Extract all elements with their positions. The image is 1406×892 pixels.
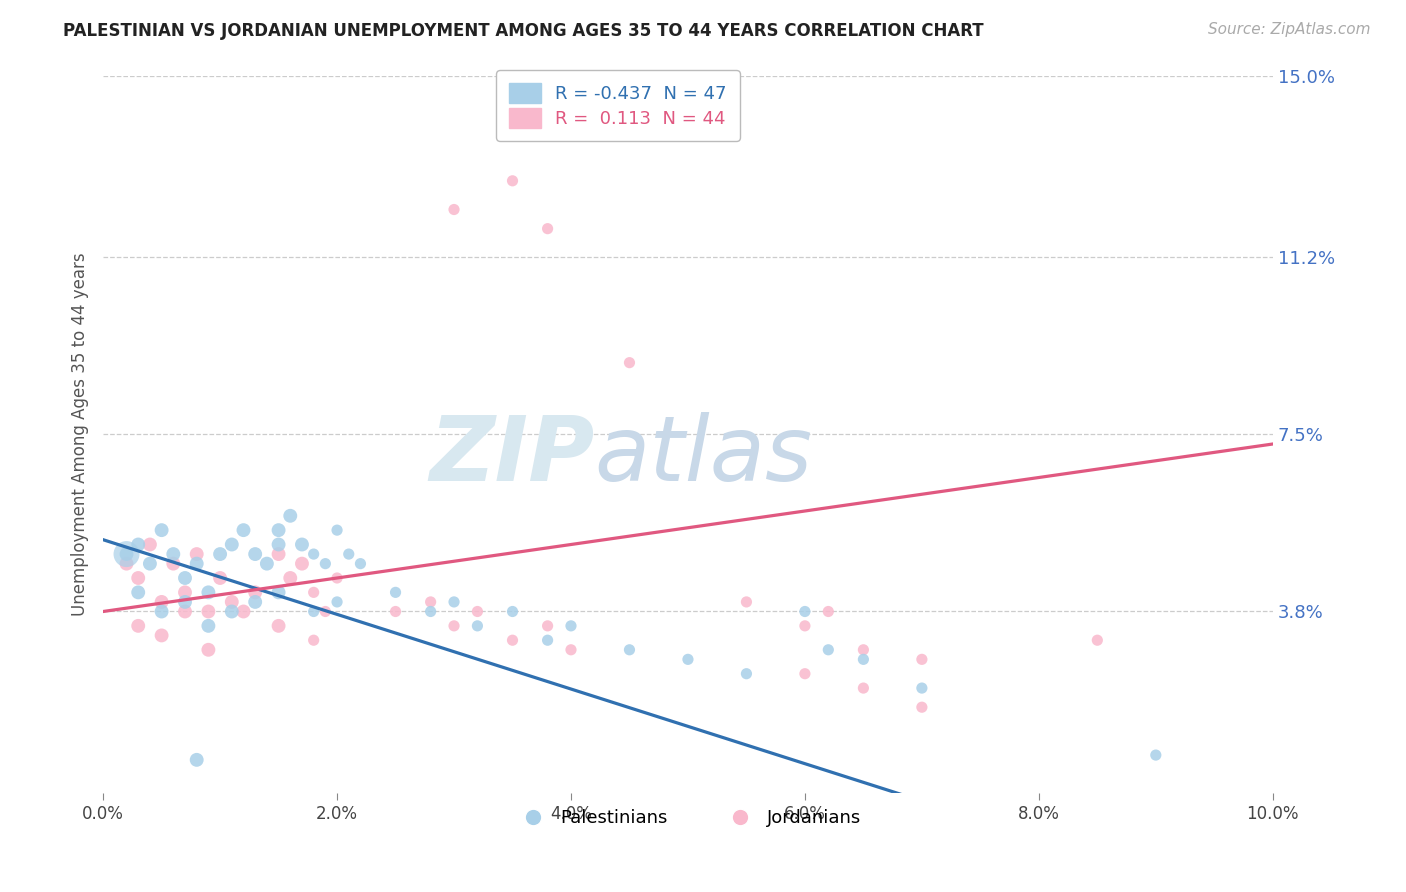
Point xyxy=(162,547,184,561)
Point xyxy=(127,571,149,585)
Point xyxy=(150,605,173,619)
Point xyxy=(243,547,266,561)
Point xyxy=(197,619,219,633)
Point xyxy=(209,571,232,585)
Point xyxy=(384,585,406,599)
Point xyxy=(419,595,441,609)
Point xyxy=(793,666,815,681)
Point xyxy=(337,547,360,561)
Point xyxy=(186,547,208,561)
Point xyxy=(267,537,290,551)
Point xyxy=(162,557,184,571)
Legend: Palestinians, Jordanians: Palestinians, Jordanians xyxy=(508,802,869,835)
Point xyxy=(232,523,254,537)
Point xyxy=(536,619,558,633)
Point xyxy=(243,595,266,609)
Point xyxy=(536,633,558,648)
Point xyxy=(278,571,301,585)
Point xyxy=(115,547,138,561)
Point xyxy=(150,628,173,642)
Point xyxy=(150,595,173,609)
Point xyxy=(197,605,219,619)
Point xyxy=(560,642,582,657)
Point xyxy=(502,174,524,188)
Point xyxy=(817,605,839,619)
Text: Source: ZipAtlas.com: Source: ZipAtlas.com xyxy=(1208,22,1371,37)
Point xyxy=(326,571,349,585)
Point xyxy=(278,508,301,523)
Point xyxy=(221,595,243,609)
Point xyxy=(302,547,325,561)
Point xyxy=(326,523,349,537)
Point xyxy=(267,619,290,633)
Point xyxy=(174,571,197,585)
Point xyxy=(852,652,875,666)
Text: ZIP: ZIP xyxy=(429,412,595,500)
Point xyxy=(186,557,208,571)
Point xyxy=(1144,747,1167,762)
Point xyxy=(502,605,524,619)
Point xyxy=(735,666,758,681)
Point xyxy=(221,605,243,619)
Point xyxy=(302,633,325,648)
Point xyxy=(267,585,290,599)
Point xyxy=(221,537,243,551)
Point xyxy=(443,619,465,633)
Point xyxy=(115,557,138,571)
Point xyxy=(793,605,815,619)
Point xyxy=(115,547,138,561)
Point xyxy=(197,585,219,599)
Point xyxy=(197,642,219,657)
Point xyxy=(256,557,278,571)
Point xyxy=(209,547,232,561)
Y-axis label: Unemployment Among Ages 35 to 44 years: Unemployment Among Ages 35 to 44 years xyxy=(72,252,89,616)
Point xyxy=(139,537,162,551)
Point xyxy=(384,605,406,619)
Point xyxy=(314,557,336,571)
Point xyxy=(911,652,934,666)
Point xyxy=(243,585,266,599)
Point xyxy=(676,652,699,666)
Point xyxy=(302,605,325,619)
Point xyxy=(911,700,934,714)
Point xyxy=(267,547,290,561)
Point xyxy=(139,557,162,571)
Text: atlas: atlas xyxy=(595,412,813,500)
Point xyxy=(150,523,173,537)
Point xyxy=(127,619,149,633)
Point xyxy=(291,537,314,551)
Point xyxy=(419,605,441,619)
Point xyxy=(852,681,875,695)
Point xyxy=(560,619,582,633)
Point xyxy=(174,585,197,599)
Point xyxy=(536,221,558,235)
Point xyxy=(174,605,197,619)
Point xyxy=(619,642,641,657)
Point xyxy=(852,642,875,657)
Point xyxy=(127,537,149,551)
Point xyxy=(186,753,208,767)
Point xyxy=(793,619,815,633)
Point xyxy=(326,595,349,609)
Point xyxy=(443,595,465,609)
Point xyxy=(291,557,314,571)
Point xyxy=(267,523,290,537)
Point xyxy=(314,605,336,619)
Point xyxy=(174,595,197,609)
Point xyxy=(502,633,524,648)
Point xyxy=(127,585,149,599)
Point xyxy=(911,681,934,695)
Point xyxy=(1085,633,1108,648)
Point xyxy=(443,202,465,217)
Point xyxy=(349,557,371,571)
Point xyxy=(232,605,254,619)
Point xyxy=(817,642,839,657)
Text: PALESTINIAN VS JORDANIAN UNEMPLOYMENT AMONG AGES 35 TO 44 YEARS CORRELATION CHAR: PALESTINIAN VS JORDANIAN UNEMPLOYMENT AM… xyxy=(63,22,984,40)
Point xyxy=(302,585,325,599)
Point xyxy=(467,605,489,619)
Point xyxy=(735,595,758,609)
Point xyxy=(467,619,489,633)
Point xyxy=(619,356,641,370)
